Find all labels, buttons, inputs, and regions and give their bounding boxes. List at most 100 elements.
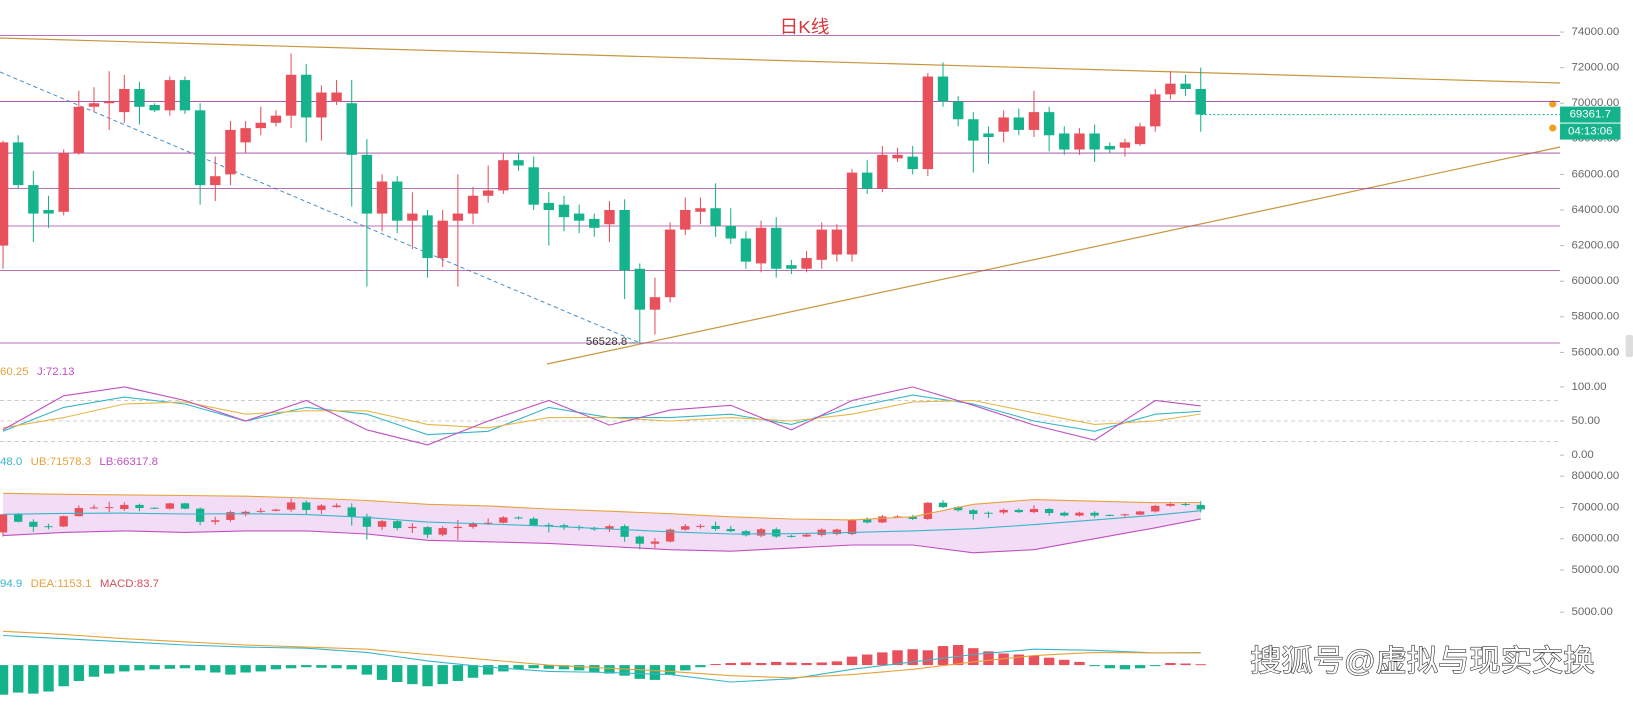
macd-bar	[649, 665, 661, 680]
y-tick-label: 5000.00	[1572, 606, 1613, 618]
candle-body	[877, 154, 888, 189]
candle-body	[711, 525, 720, 530]
candle-body	[1105, 514, 1114, 516]
candle-body	[179, 80, 191, 111]
candle-body	[28, 185, 39, 214]
candle-body	[270, 115, 282, 123]
candle-body	[664, 229, 676, 298]
candle-body	[787, 535, 796, 537]
candle-body	[499, 517, 508, 523]
macd-bar	[1119, 665, 1131, 670]
candle-body	[892, 154, 903, 159]
candle-body	[422, 215, 433, 259]
macd-bar	[316, 665, 327, 668]
candle-body	[922, 76, 934, 170]
macd-bar	[755, 662, 767, 666]
candle-body	[135, 504, 144, 509]
marker-dot	[1549, 124, 1557, 132]
candle-body	[635, 536, 644, 544]
y-tick-label: 70000.00	[1572, 97, 1620, 109]
candle-body	[1014, 509, 1023, 513]
candle-body	[271, 509, 281, 511]
macd-bar	[482, 665, 494, 675]
candle-body	[104, 507, 114, 509]
candle-body	[983, 133, 994, 138]
candle-body	[88, 103, 100, 107]
candle-body	[1028, 112, 1040, 130]
candle-body	[741, 531, 751, 536]
macd-bar	[604, 665, 615, 674]
candle-body	[408, 526, 417, 529]
candle-body	[1119, 142, 1131, 148]
candle-body	[681, 526, 690, 530]
macd-bar	[134, 665, 145, 671]
candle-body	[407, 213, 418, 221]
candle-body	[393, 521, 402, 529]
macd-bar	[346, 665, 357, 670]
macd-bar	[12, 665, 24, 693]
marker-dot	[1549, 100, 1557, 108]
indicator-label: 60.25	[0, 366, 29, 378]
macd-bar	[301, 665, 312, 668]
candle-body	[710, 208, 721, 227]
candle-body	[89, 507, 99, 509]
candle-body	[1075, 512, 1084, 516]
macd-bar	[861, 654, 873, 666]
macd-bar	[270, 665, 282, 670]
macd-bar	[1059, 659, 1070, 666]
macd-bar	[831, 661, 843, 666]
candle-body	[1089, 133, 1100, 150]
macd-bar	[528, 665, 539, 669]
scroll-handle[interactable]	[1625, 335, 1633, 357]
candle-body	[968, 119, 979, 141]
indicator-line	[2, 634, 1201, 683]
candle-body	[285, 74, 297, 116]
candle-body	[1013, 117, 1025, 130]
macd-bar	[664, 665, 676, 675]
macd-bar	[816, 662, 827, 666]
candle-body	[544, 524, 553, 527]
indicator-line	[3, 510, 1201, 535]
indicator-line	[2, 399, 1201, 429]
macd-bar	[513, 665, 524, 670]
indicator-label: DEA:1153.1	[31, 578, 92, 590]
macd-bar	[361, 665, 373, 675]
candle-body	[43, 210, 54, 214]
candle-body	[241, 511, 250, 515]
candle-body	[256, 510, 265, 512]
candle-body	[286, 502, 296, 510]
y-tick-label: 70000.00	[1572, 502, 1620, 514]
low-label: 56528.8	[586, 336, 627, 348]
candle-body	[559, 525, 569, 528]
candle-body	[953, 507, 963, 511]
candle-body	[573, 213, 585, 221]
y-tick-label: 72000.00	[1572, 62, 1620, 74]
macd-bar	[1013, 654, 1025, 666]
macd-bar	[1134, 665, 1146, 669]
macd-bar	[1165, 662, 1176, 666]
indicator-line	[2, 630, 1201, 679]
candle-body	[907, 156, 918, 170]
candle-body	[755, 227, 767, 264]
y-tick-label: 80000.00	[1572, 470, 1620, 482]
candle-body	[847, 519, 857, 535]
macd-bar	[119, 665, 130, 672]
chart-title: 日K线	[780, 16, 830, 37]
candle-body	[1060, 512, 1069, 516]
candle-body	[0, 142, 9, 246]
macd-bar	[422, 665, 433, 687]
candle-body	[529, 518, 538, 526]
candle-body	[543, 202, 555, 211]
macd-bar	[407, 665, 418, 685]
price-box	[1560, 106, 1621, 123]
macd-bar	[892, 650, 903, 666]
candle-body	[1029, 508, 1039, 513]
candle-body	[74, 508, 84, 517]
candle-body	[226, 512, 235, 520]
candle-body	[362, 516, 372, 527]
candle-body	[605, 526, 614, 529]
watermark: 搜狐号@虚拟与现实交换	[1250, 644, 1594, 677]
candle-body	[120, 504, 129, 509]
macd-bar	[437, 665, 448, 685]
